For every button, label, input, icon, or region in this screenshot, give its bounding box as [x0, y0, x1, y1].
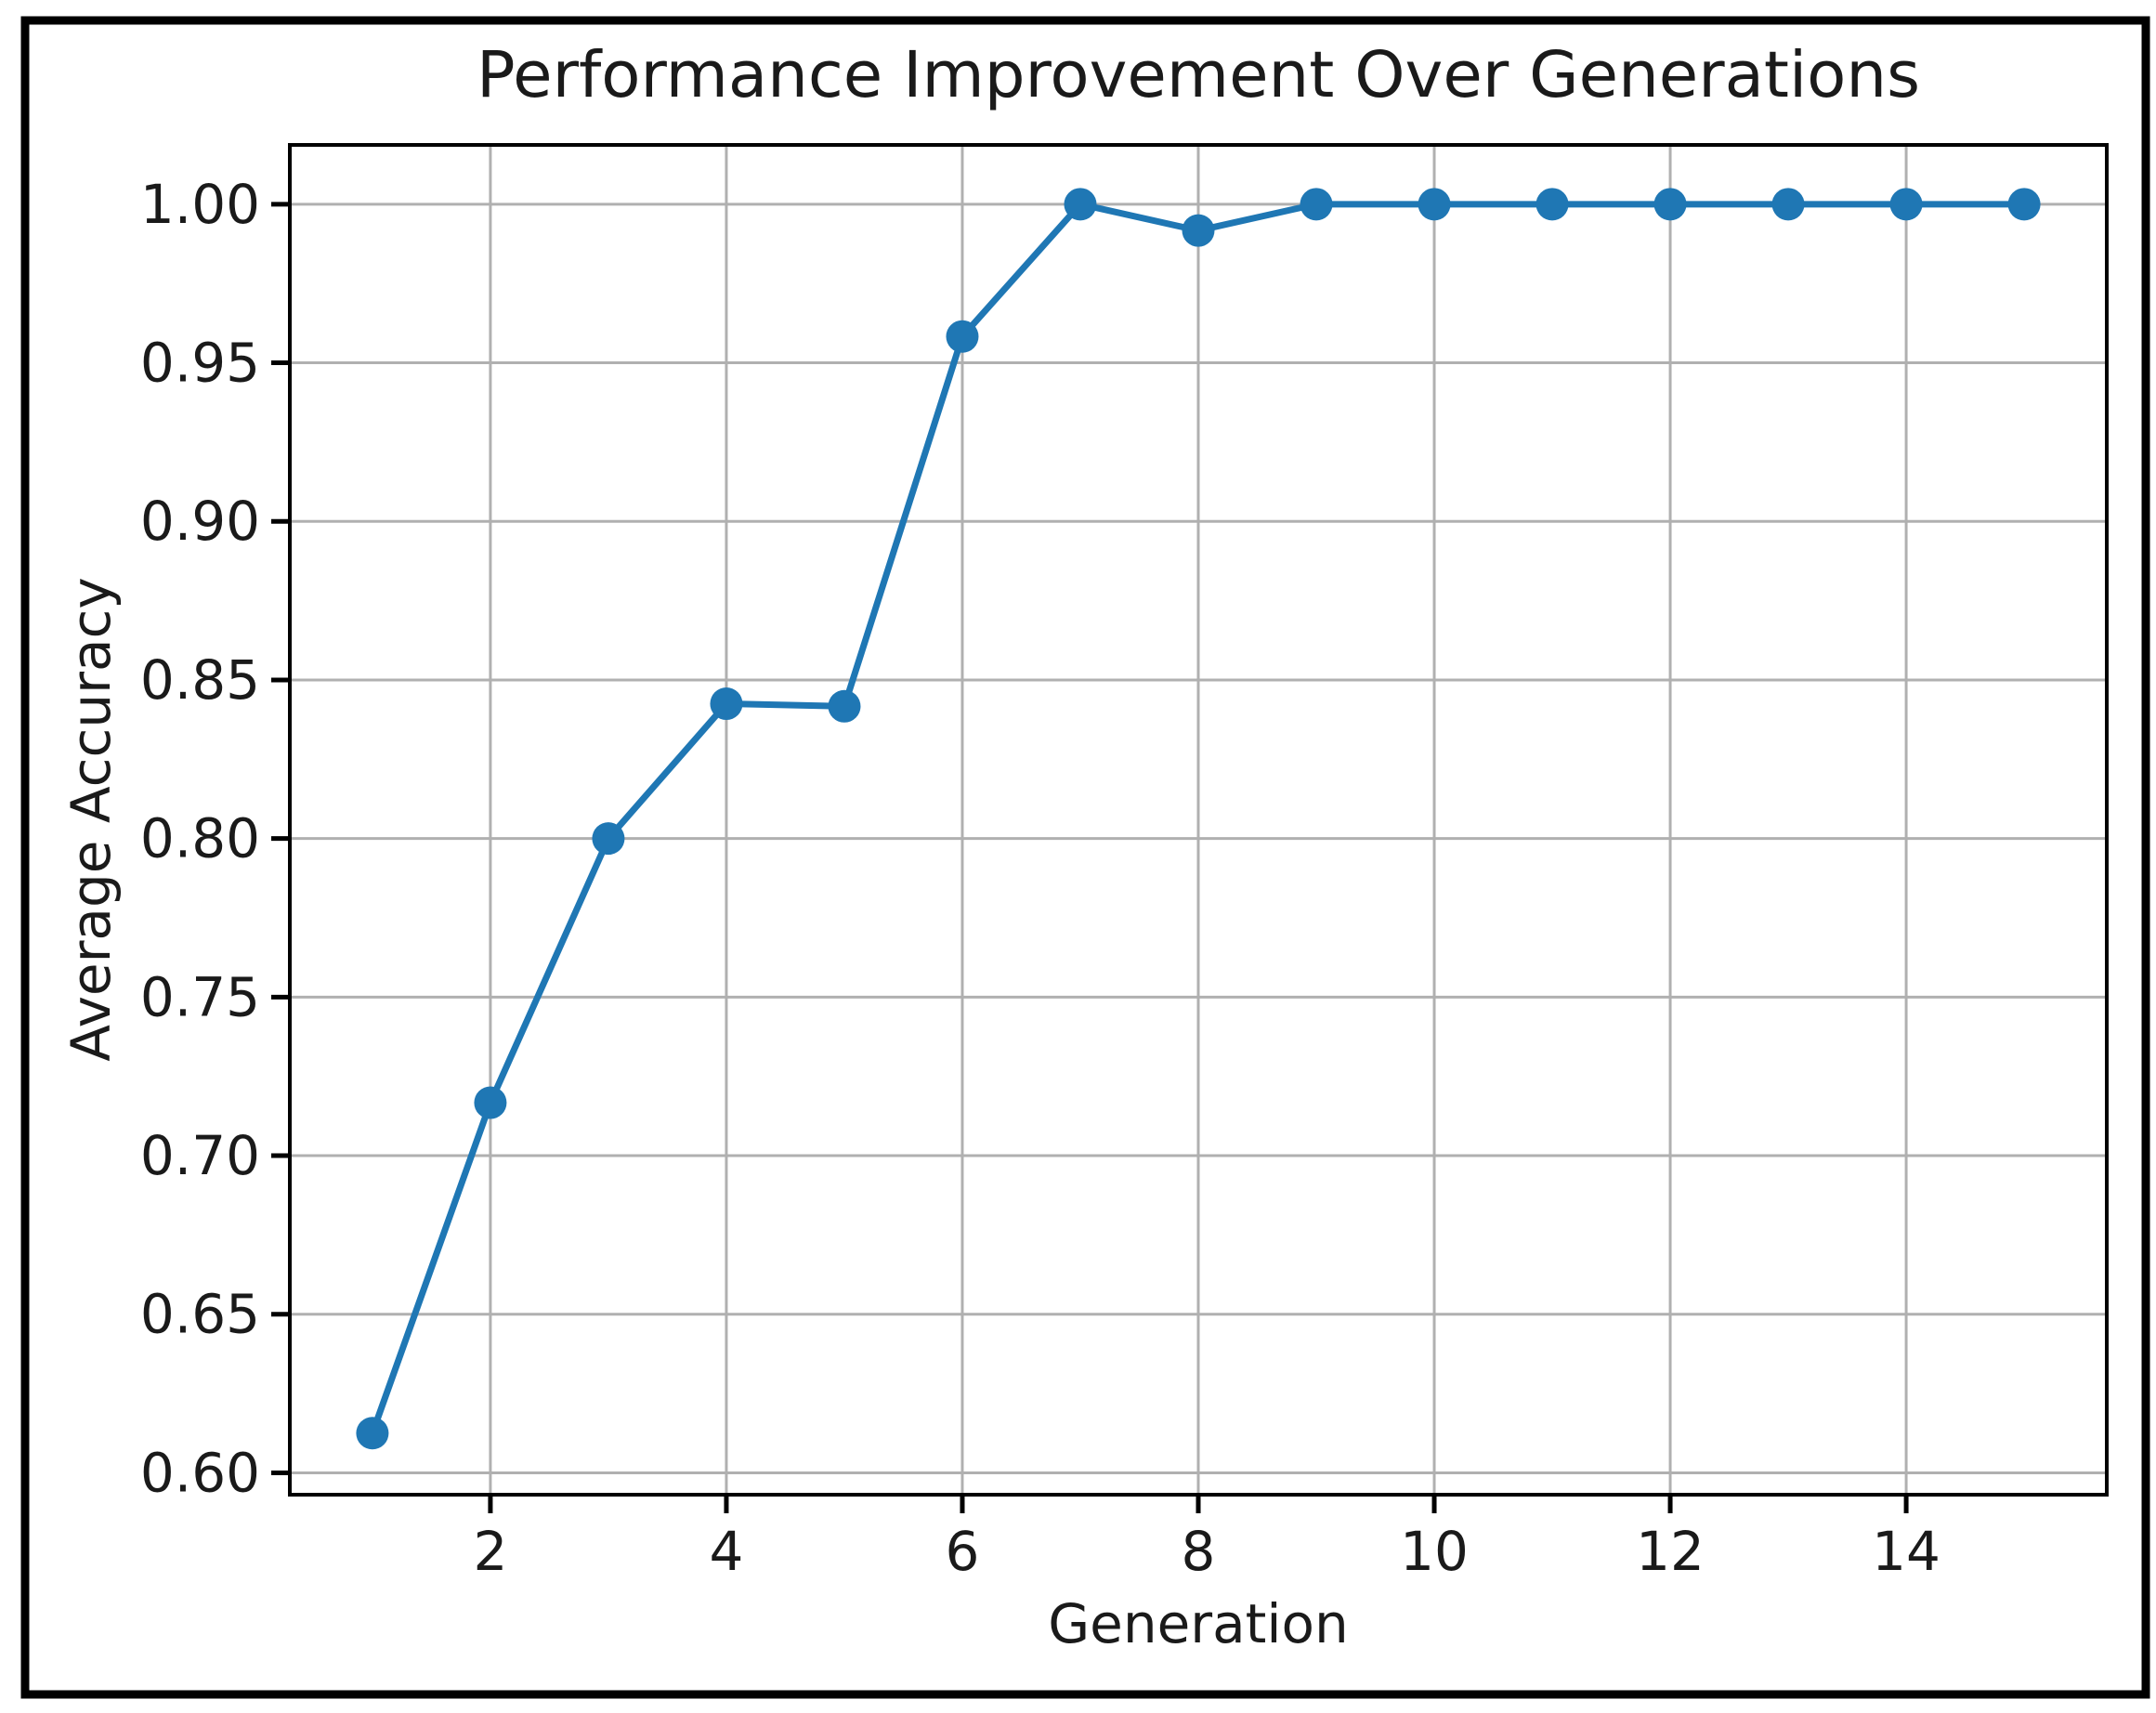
- y-tick-label: 0.70: [140, 1124, 260, 1187]
- x-tick-label: 2: [473, 1520, 507, 1583]
- data-point-gen-1: [356, 1417, 389, 1450]
- x-axis-label: Generation: [1048, 1592, 1349, 1655]
- y-tick-label: 0.85: [140, 648, 260, 712]
- x-tick-label: 8: [1182, 1520, 1216, 1583]
- data-point-gen-2: [474, 1086, 507, 1119]
- data-point-gen-3: [592, 822, 625, 856]
- x-tick-label: 12: [1636, 1520, 1705, 1583]
- data-point-gen-11: [1535, 188, 1569, 221]
- data-point-gen-7: [1064, 188, 1097, 221]
- data-point-gen-4: [710, 687, 743, 721]
- y-axis-label: Average Accuracy: [59, 577, 123, 1061]
- y-tick-label: 0.60: [140, 1441, 260, 1504]
- data-point-gen-9: [1300, 188, 1333, 221]
- line-series: [356, 188, 2041, 1450]
- axis-ticks: [271, 202, 1909, 1513]
- data-point-gen-5: [828, 689, 861, 723]
- y-tick-label: 0.75: [140, 965, 260, 1028]
- figure-border: [20, 16, 2150, 1699]
- y-tick-label: 0.65: [140, 1283, 260, 1346]
- y-tick-label: 0.95: [140, 332, 260, 395]
- gridlines: [290, 145, 2107, 1495]
- x-tick-label: 10: [1400, 1520, 1469, 1583]
- data-point-gen-15: [2007, 188, 2041, 221]
- chart-title: Performance Improvement Over Generations: [477, 38, 1920, 112]
- x-tick-label: 6: [946, 1520, 980, 1583]
- x-tick-label: 4: [709, 1520, 743, 1583]
- data-point-gen-13: [1771, 188, 1805, 221]
- x-tick-label: 14: [1872, 1520, 1940, 1583]
- data-point-gen-14: [1889, 188, 1923, 221]
- tick-labels: 2 4 6 8 10 12 14 0.60 0.65 0.70 0.75 0.80 0.85 0.90 0.…: [140, 173, 1940, 1583]
- data-point-gen-6: [946, 320, 979, 353]
- data-point-gen-8: [1182, 214, 1215, 247]
- data-point-gen-12: [1653, 188, 1687, 221]
- data-point-gen-10: [1418, 188, 1451, 221]
- y-tick-label: 0.90: [140, 490, 260, 553]
- y-tick-label: 0.80: [140, 807, 260, 870]
- y-tick-label: 1.00: [140, 173, 260, 236]
- plot-area-border: [288, 143, 2109, 1497]
